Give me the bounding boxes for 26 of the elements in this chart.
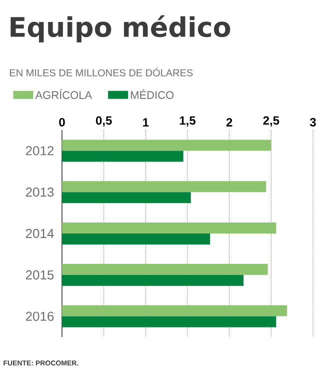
legend-label: AGRÍCOLA — [35, 89, 92, 99]
y-tick-label: 2013 — [26, 188, 54, 197]
bar — [62, 234, 210, 245]
bar — [62, 140, 272, 151]
bar — [62, 181, 266, 192]
bar — [62, 316, 276, 328]
y-tick-label: 2015 — [26, 270, 54, 280]
bar — [62, 264, 268, 275]
bar — [62, 305, 288, 316]
bar — [62, 222, 276, 234]
chart-title: Equipo médico — [10, 15, 230, 42]
legend-label: MÉDICO — [130, 89, 174, 99]
bar — [62, 274, 244, 286]
x-tick-label: 3 — [310, 118, 316, 126]
chart-subtitle: EN MILES DE MILLONES DE DÓLARES — [10, 68, 193, 76]
bar — [62, 150, 184, 162]
x-tick-label: 2 — [226, 118, 232, 126]
x-tick-label: 0 — [59, 118, 65, 126]
x-tick-label: 1 — [143, 118, 149, 126]
x-tick-label: 2,5 — [263, 116, 280, 126]
bar — [62, 192, 191, 204]
y-tick-label: 2014 — [26, 228, 54, 238]
x-tick-label: 1,5 — [180, 116, 196, 126]
y-tick-label: 2016 — [26, 312, 54, 321]
x-tick-label: 0,5 — [96, 116, 112, 126]
y-tick-label: 2012 — [26, 146, 54, 156]
